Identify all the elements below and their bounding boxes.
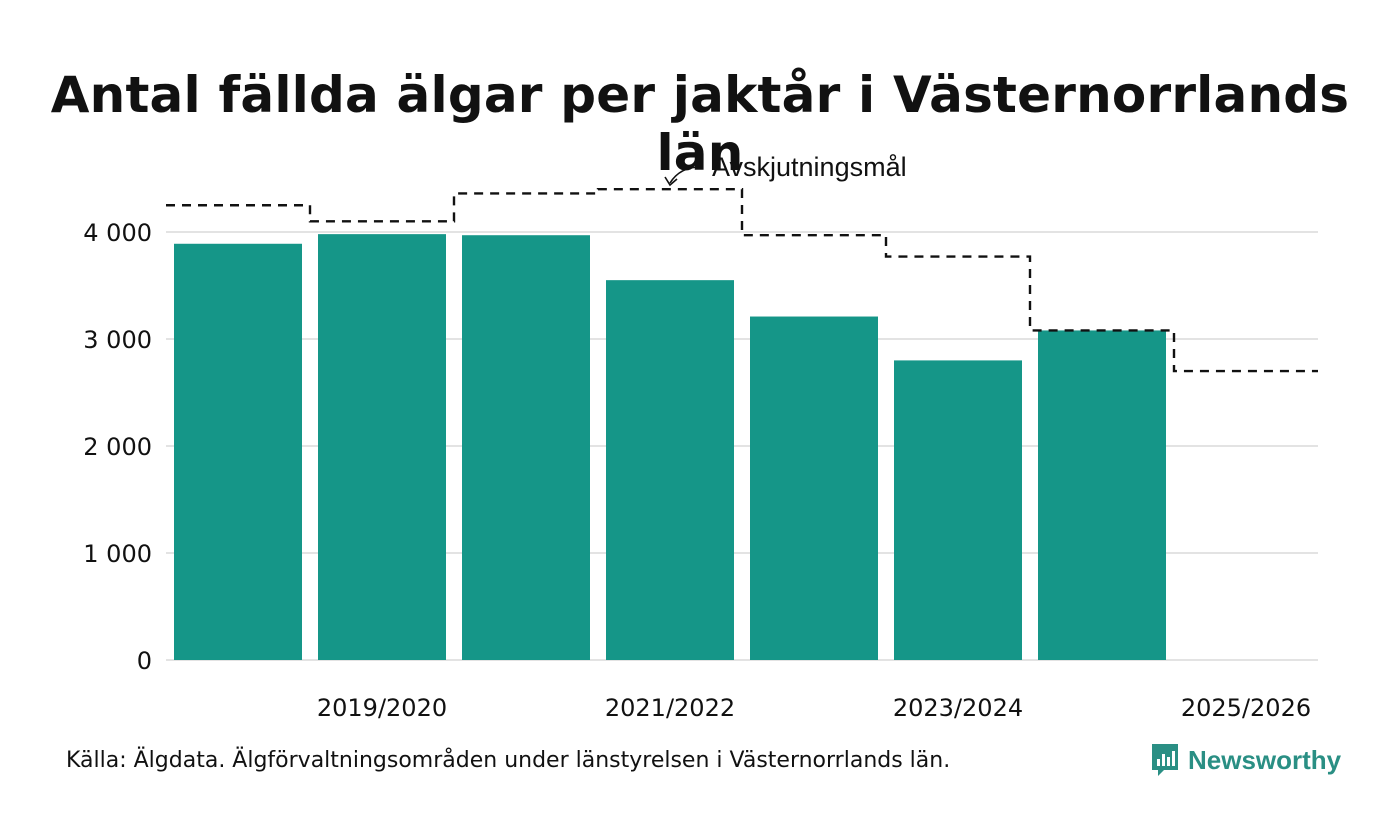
newsworthy-logo-icon [1152, 744, 1178, 776]
x-tick-label: 2025/2026 [1181, 694, 1311, 722]
bars [174, 234, 1166, 660]
brand-logo: Newsworthy [1150, 742, 1341, 778]
bar [174, 243, 302, 660]
y-tick-label: 2 000 [83, 433, 152, 461]
y-tick-label: 4 000 [83, 219, 152, 247]
annotation-group: Avskjutningsmål [664, 152, 907, 187]
x-tick-label: 2021/2022 [605, 694, 735, 722]
source-note: Källa: Älgdata. Älgförvaltningsområden u… [66, 748, 951, 773]
chart-title: Antal fällda älgar per jaktår i Västerno… [50, 66, 1350, 182]
bar [606, 280, 734, 660]
bar [462, 235, 590, 660]
annotation-label: Avskjutningsmål [712, 152, 907, 182]
x-axis-ticks: 2019/2020 2021/2022 2023/2024 2025/2026 [317, 694, 1311, 722]
x-tick-label: 2023/2024 [893, 694, 1023, 722]
bar [750, 316, 878, 660]
annotation-arrowhead [664, 176, 678, 187]
y-tick-label: 3 000 [83, 326, 152, 354]
annotation-arrow-icon [669, 166, 701, 184]
y-axis-ticks: 0 1 000 2 000 3 000 4 000 [83, 219, 152, 675]
y-tick-label: 1 000 [83, 540, 152, 568]
target-step-line-path [166, 188, 1318, 373]
bar [894, 360, 1022, 660]
target-step-line [166, 188, 1318, 373]
x-tick-label: 2019/2020 [317, 694, 447, 722]
brand-name: Newsworthy [1188, 744, 1342, 775]
bar [1038, 330, 1166, 660]
y-tick-label: 0 [137, 647, 152, 675]
bar [318, 234, 446, 660]
